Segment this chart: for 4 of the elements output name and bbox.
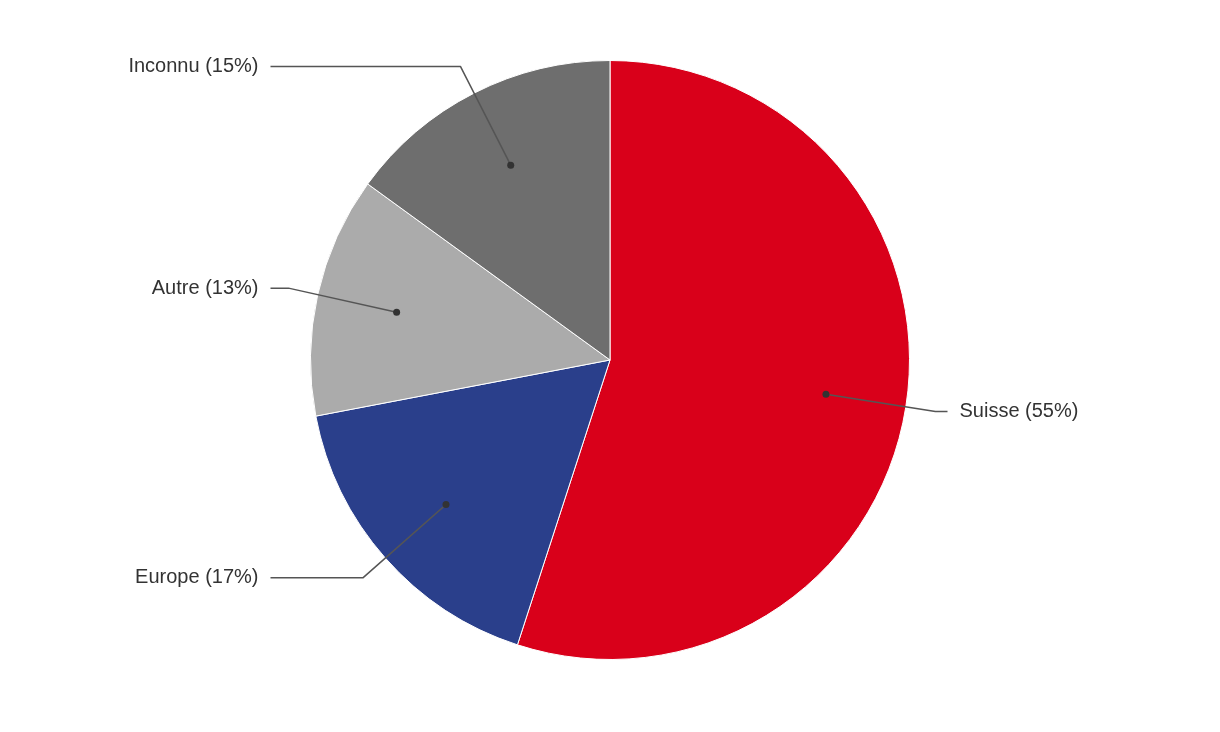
- slice-label: Suisse (55%): [959, 399, 1079, 422]
- slice-label: Autre (13%): [151, 275, 259, 298]
- slice-label: Europe (17%): [135, 565, 259, 588]
- slice-label: Inconnu (15%): [128, 53, 259, 76]
